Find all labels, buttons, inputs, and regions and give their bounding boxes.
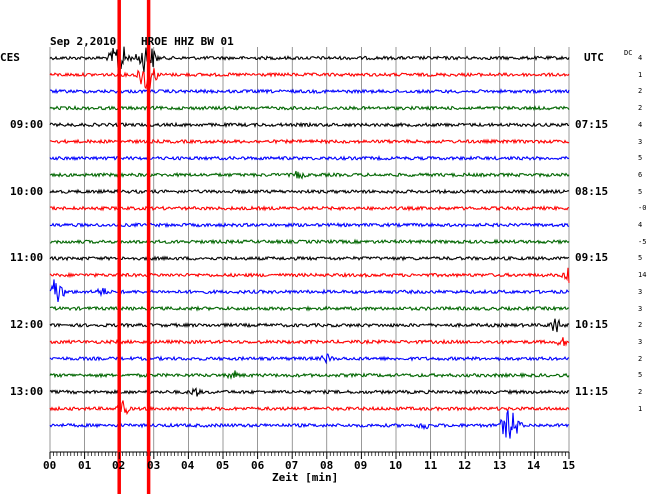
right-time-label: 08:15	[575, 185, 609, 198]
x-tick-label: 05	[216, 459, 230, 472]
dc-value: 3	[638, 138, 643, 146]
dc-value: 5	[638, 371, 643, 379]
x-tick-label: 00	[43, 459, 57, 472]
dc-value: 2	[638, 355, 643, 363]
dc-value: 4	[638, 54, 643, 62]
dc-value: 4	[638, 221, 643, 229]
header-station: HROE HHZ BW 01	[141, 35, 234, 48]
dc-value: -0	[638, 204, 647, 212]
seismic-trace	[49, 255, 570, 262]
seismic-trace	[49, 370, 570, 380]
seismic-trace	[49, 170, 570, 180]
left-time-label: 10:00	[10, 185, 44, 198]
seismic-trace	[49, 387, 570, 397]
seismic-trace	[49, 121, 569, 129]
event-markers	[117, 0, 151, 494]
right-time-label: 10:15	[575, 318, 609, 331]
right-timezone-label: UTC	[584, 51, 604, 64]
seismic-trace	[49, 88, 570, 95]
seismic-trace	[49, 318, 570, 333]
x-tick-label: 02	[112, 459, 126, 472]
dc-value: 5	[638, 188, 643, 196]
right-time-label: 11:15	[575, 385, 609, 398]
left-timezone-label: CES	[0, 51, 20, 64]
header-date: Sep 2,2010	[50, 35, 117, 48]
seismic-trace	[49, 205, 570, 212]
x-axis-label: Zeit [min]	[272, 471, 339, 484]
dc-value: 1	[638, 405, 643, 413]
seismic-trace	[49, 238, 570, 245]
dc-value: 3	[638, 288, 643, 296]
seismic-trace	[49, 410, 570, 439]
dc-value: 2	[638, 87, 643, 95]
x-tick-label: 13	[493, 459, 507, 472]
seismic-trace	[49, 353, 570, 365]
dc-value: 5	[638, 154, 643, 162]
dc-value: 3	[638, 305, 643, 313]
x-tick-label: 11	[424, 459, 438, 472]
dc-value: 6	[638, 171, 643, 179]
x-tick-label: 07	[285, 459, 299, 472]
seismic-trace	[49, 400, 570, 416]
seismic-trace	[49, 267, 570, 283]
x-tick-label: 12	[458, 459, 472, 472]
x-tick-label: 03	[147, 459, 161, 472]
x-tick-label: 10	[389, 459, 403, 472]
seismic-trace	[49, 104, 570, 112]
x-tick-label: 14	[527, 459, 541, 472]
dc-value: 4	[638, 121, 643, 129]
left-time-label: 12:00	[10, 318, 44, 331]
seismic-trace	[49, 337, 570, 347]
x-tick-label: 09	[354, 459, 368, 472]
dc-value: 5	[638, 254, 643, 262]
seismic-trace	[49, 221, 570, 229]
x-tick-label: 15	[562, 459, 576, 472]
x-tick-label: 06	[251, 459, 265, 472]
left-time-label: 11:00	[10, 251, 44, 264]
x-axis-ticks	[49, 452, 570, 459]
seismic-trace	[49, 188, 570, 195]
dc-value: 14	[638, 271, 647, 279]
dc-value: 3	[638, 338, 643, 346]
x-tick-label: 08	[320, 459, 334, 472]
dc-value: 2	[638, 104, 643, 112]
dc-header-label: DC	[624, 49, 633, 57]
seismic-trace	[49, 46, 570, 73]
dc-value: -5	[638, 238, 647, 246]
traces	[49, 46, 570, 439]
dc-value: 2	[638, 321, 643, 329]
dc-value: 1	[638, 71, 643, 79]
right-time-label: 09:15	[575, 251, 609, 264]
right-time-label: 07:15	[575, 118, 609, 131]
x-tick-label: 04	[181, 459, 195, 472]
seismic-trace	[49, 279, 570, 303]
left-time-label: 13:00	[10, 385, 44, 398]
seismic-trace	[49, 64, 570, 90]
dc-value: 2	[638, 388, 643, 396]
left-time-label: 09:00	[10, 118, 44, 131]
seismic-trace	[49, 138, 570, 145]
seismic-trace	[49, 155, 570, 162]
x-tick-label: 01	[78, 459, 92, 472]
seismic-trace	[49, 305, 570, 312]
